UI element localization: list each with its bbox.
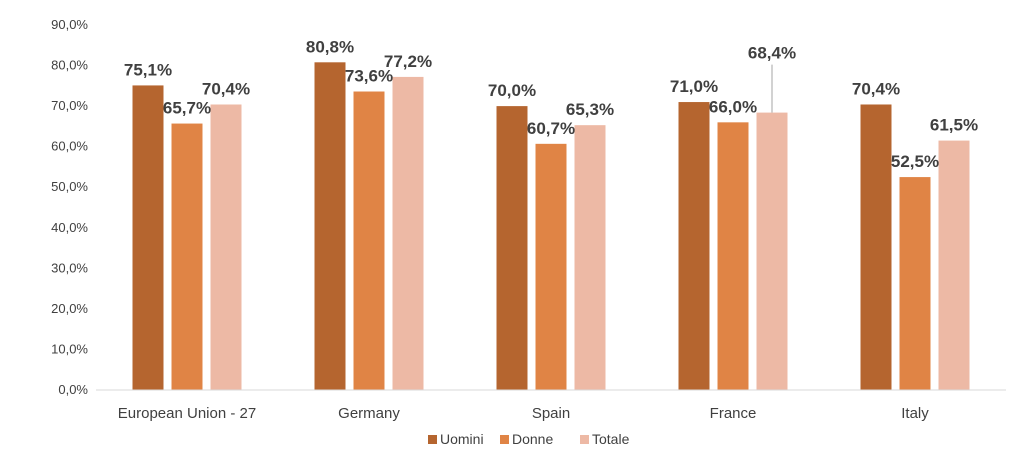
bar-uomini-4 xyxy=(860,104,892,390)
bars-group xyxy=(132,62,970,391)
data-label-totale-2: 65,3% xyxy=(566,100,614,119)
y-tick-label: 40,0% xyxy=(51,220,88,235)
bar-totale-2 xyxy=(574,125,606,390)
bar-totale-1 xyxy=(392,76,424,391)
y-tick-label: 80,0% xyxy=(51,58,88,73)
x-category-label: Germany xyxy=(338,405,400,422)
data-labels-group: 75,1%65,7%70,4%80,8%73,6%77,2%70,0%60,7%… xyxy=(124,37,978,171)
x-category-label: European Union - 27 xyxy=(118,405,256,422)
data-label-uomini-0: 75,1% xyxy=(124,60,172,79)
data-label-uomini-4: 70,4% xyxy=(852,79,900,98)
legend-label-donne: Donne xyxy=(512,431,553,447)
data-label-totale-0: 70,4% xyxy=(202,79,250,98)
y-tick-label: 90,0% xyxy=(51,17,88,32)
legend-swatch-totale xyxy=(580,435,589,444)
bar-uomini-2 xyxy=(496,106,528,390)
bar-uomini-0 xyxy=(132,85,164,390)
data-label-uomini-2: 70,0% xyxy=(488,81,536,100)
bar-totale-4 xyxy=(938,140,970,390)
y-axis-tick-labels: 0,0% 10,0% 20,0% 30,0% 40,0% 50,0% 60,0% 70,0% 8… xyxy=(51,17,88,397)
bar-donne-1 xyxy=(353,91,385,390)
bar-donne-2 xyxy=(535,143,567,390)
x-category-label: Italy xyxy=(901,405,929,422)
data-label-donne-2: 60,7% xyxy=(527,119,575,138)
x-axis-category-labels: European Union - 27 Germany Spain France Ita… xyxy=(118,405,929,422)
y-tick-label: 0,0% xyxy=(58,382,88,397)
y-tick-label: 30,0% xyxy=(51,260,88,275)
y-tick-label: 50,0% xyxy=(51,179,88,194)
x-category-label: Spain xyxy=(532,405,570,422)
data-label-uomini-1: 80,8% xyxy=(306,37,354,56)
bar-donne-0 xyxy=(171,123,203,391)
legend-swatch-donne xyxy=(500,435,509,444)
legend-label-totale: Totale xyxy=(592,431,630,447)
y-tick-label: 70,0% xyxy=(51,98,88,113)
legend-label-uomini: Uomini xyxy=(440,431,484,447)
data-label-totale-1: 77,2% xyxy=(384,52,432,71)
data-label-uomini-3: 71,0% xyxy=(670,77,718,96)
data-label-donne-3: 66,0% xyxy=(709,97,757,116)
bar-totale-3 xyxy=(756,112,788,390)
y-tick-label: 10,0% xyxy=(51,341,88,356)
bar-uomini-1 xyxy=(314,62,346,391)
bar-uomini-3 xyxy=(678,102,710,391)
legend-swatch-uomini xyxy=(428,435,437,444)
legend: Uomini Donne Totale xyxy=(428,431,630,447)
bar-donne-3 xyxy=(717,122,749,390)
data-label-donne-4: 52,5% xyxy=(891,152,939,171)
data-label-donne-1: 73,6% xyxy=(345,67,393,86)
x-category-label: France xyxy=(710,405,757,422)
bar-totale-0 xyxy=(210,104,242,390)
data-label-totale-4: 61,5% xyxy=(930,116,978,135)
bar-donne-4 xyxy=(899,177,931,390)
data-label-totale-3: 68,4% xyxy=(748,44,796,63)
data-label-donne-0: 65,7% xyxy=(163,99,211,118)
y-tick-label: 60,0% xyxy=(51,139,88,154)
y-tick-label: 20,0% xyxy=(51,301,88,316)
